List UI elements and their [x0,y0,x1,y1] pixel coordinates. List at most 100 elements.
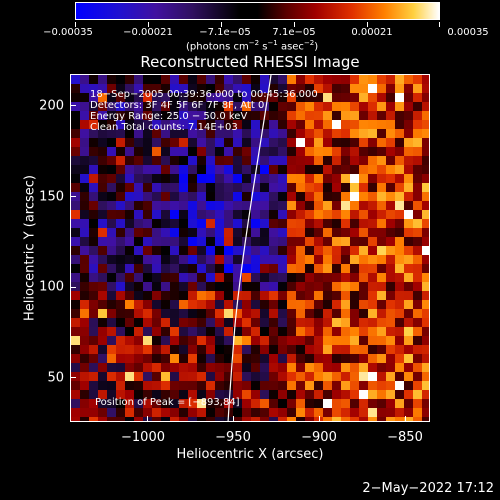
image-pixel [287,408,296,417]
image-pixel [134,399,143,408]
image-pixel [269,318,278,327]
image-pixel [107,417,116,421]
image-pixel [161,408,170,417]
image-pixel [242,417,251,421]
image-pixel [89,309,98,318]
image-pixel [251,237,260,246]
image-pixel [125,237,134,246]
image-pixel [323,363,332,372]
image-pixel [422,147,429,156]
image-pixel [233,75,242,84]
image-pixel [80,363,89,372]
image-pixel [404,264,413,273]
image-pixel [215,336,224,345]
image-pixel [242,120,251,129]
image-pixel [242,129,251,138]
image-pixel [224,354,233,363]
image-pixel [377,354,386,363]
image-pixel [143,75,152,84]
image-pixel [215,399,224,408]
image-pixel [98,102,107,111]
image-pixel [116,390,125,399]
image-pixel [233,255,242,264]
image-pixel [170,390,179,399]
image-pixel [368,183,377,192]
image-pixel [125,210,134,219]
image-pixel [188,246,197,255]
image-pixel [341,138,350,147]
x-axis-title: Heliocentric X (arcsec) [176,447,324,462]
image-pixel [287,282,296,291]
x-axis-tick-label: −850 [387,430,423,445]
image-pixel [395,129,404,138]
image-pixel [377,309,386,318]
image-pixel [80,318,89,327]
image-pixel [305,372,314,381]
image-pixel [89,84,98,93]
image-pixel [242,165,251,174]
image-pixel [98,201,107,210]
image-pixel [395,219,404,228]
image-pixel [251,273,260,282]
image-pixel [359,417,368,421]
image-pixel [341,372,350,381]
image-pixel [269,120,278,129]
image-pixel [71,291,80,300]
image-pixel [206,417,215,421]
image-pixel [143,228,152,237]
image-pixel [404,165,413,174]
image-pixel [341,84,350,93]
image-pixel [116,147,125,156]
image-pixel [134,183,143,192]
image-pixel [152,309,161,318]
image-pixel [296,228,305,237]
image-pixel [107,345,116,354]
image-pixel [305,408,314,417]
image-pixel [269,372,278,381]
units-exponent: −2 [303,39,315,47]
image-pixel [350,129,359,138]
image-pixel [98,264,107,273]
image-pixel [395,120,404,129]
image-pixel [251,111,260,120]
image-pixel [395,408,404,417]
image-pixel [323,84,332,93]
image-pixel [206,390,215,399]
image-pixel [188,354,197,363]
image-pixel [350,120,359,129]
image-pixel [80,93,89,102]
image-pixel [260,84,269,93]
image-pixel [413,156,422,165]
image-pixel [386,372,395,381]
image-pixel [215,264,224,273]
image-pixel [197,309,206,318]
image-pixel [242,255,251,264]
image-pixel [404,138,413,147]
image-pixel [332,84,341,93]
image-pixel [206,192,215,201]
image-pixel [143,147,152,156]
image-pixel [233,201,242,210]
image-pixel [359,273,368,282]
overlay-peak-position: Position of Peak = [−893,84] [95,397,240,408]
image-pixel [152,345,161,354]
image-pixel [242,318,251,327]
image-pixel [314,318,323,327]
image-pixel [215,381,224,390]
image-pixel [134,372,143,381]
image-pixel [224,381,233,390]
image-pixel [260,363,269,372]
image-pixel [197,273,206,282]
image-pixel [341,273,350,282]
image-pixel [215,111,224,120]
image-pixel [125,183,134,192]
image-pixel [314,372,323,381]
image-pixel [134,309,143,318]
image-pixel [215,138,224,147]
image-pixel [269,417,278,421]
image-pixel [197,354,206,363]
image-pixel [359,102,368,111]
image-pixel [107,309,116,318]
image-pixel [350,75,359,84]
image-pixel [359,120,368,129]
